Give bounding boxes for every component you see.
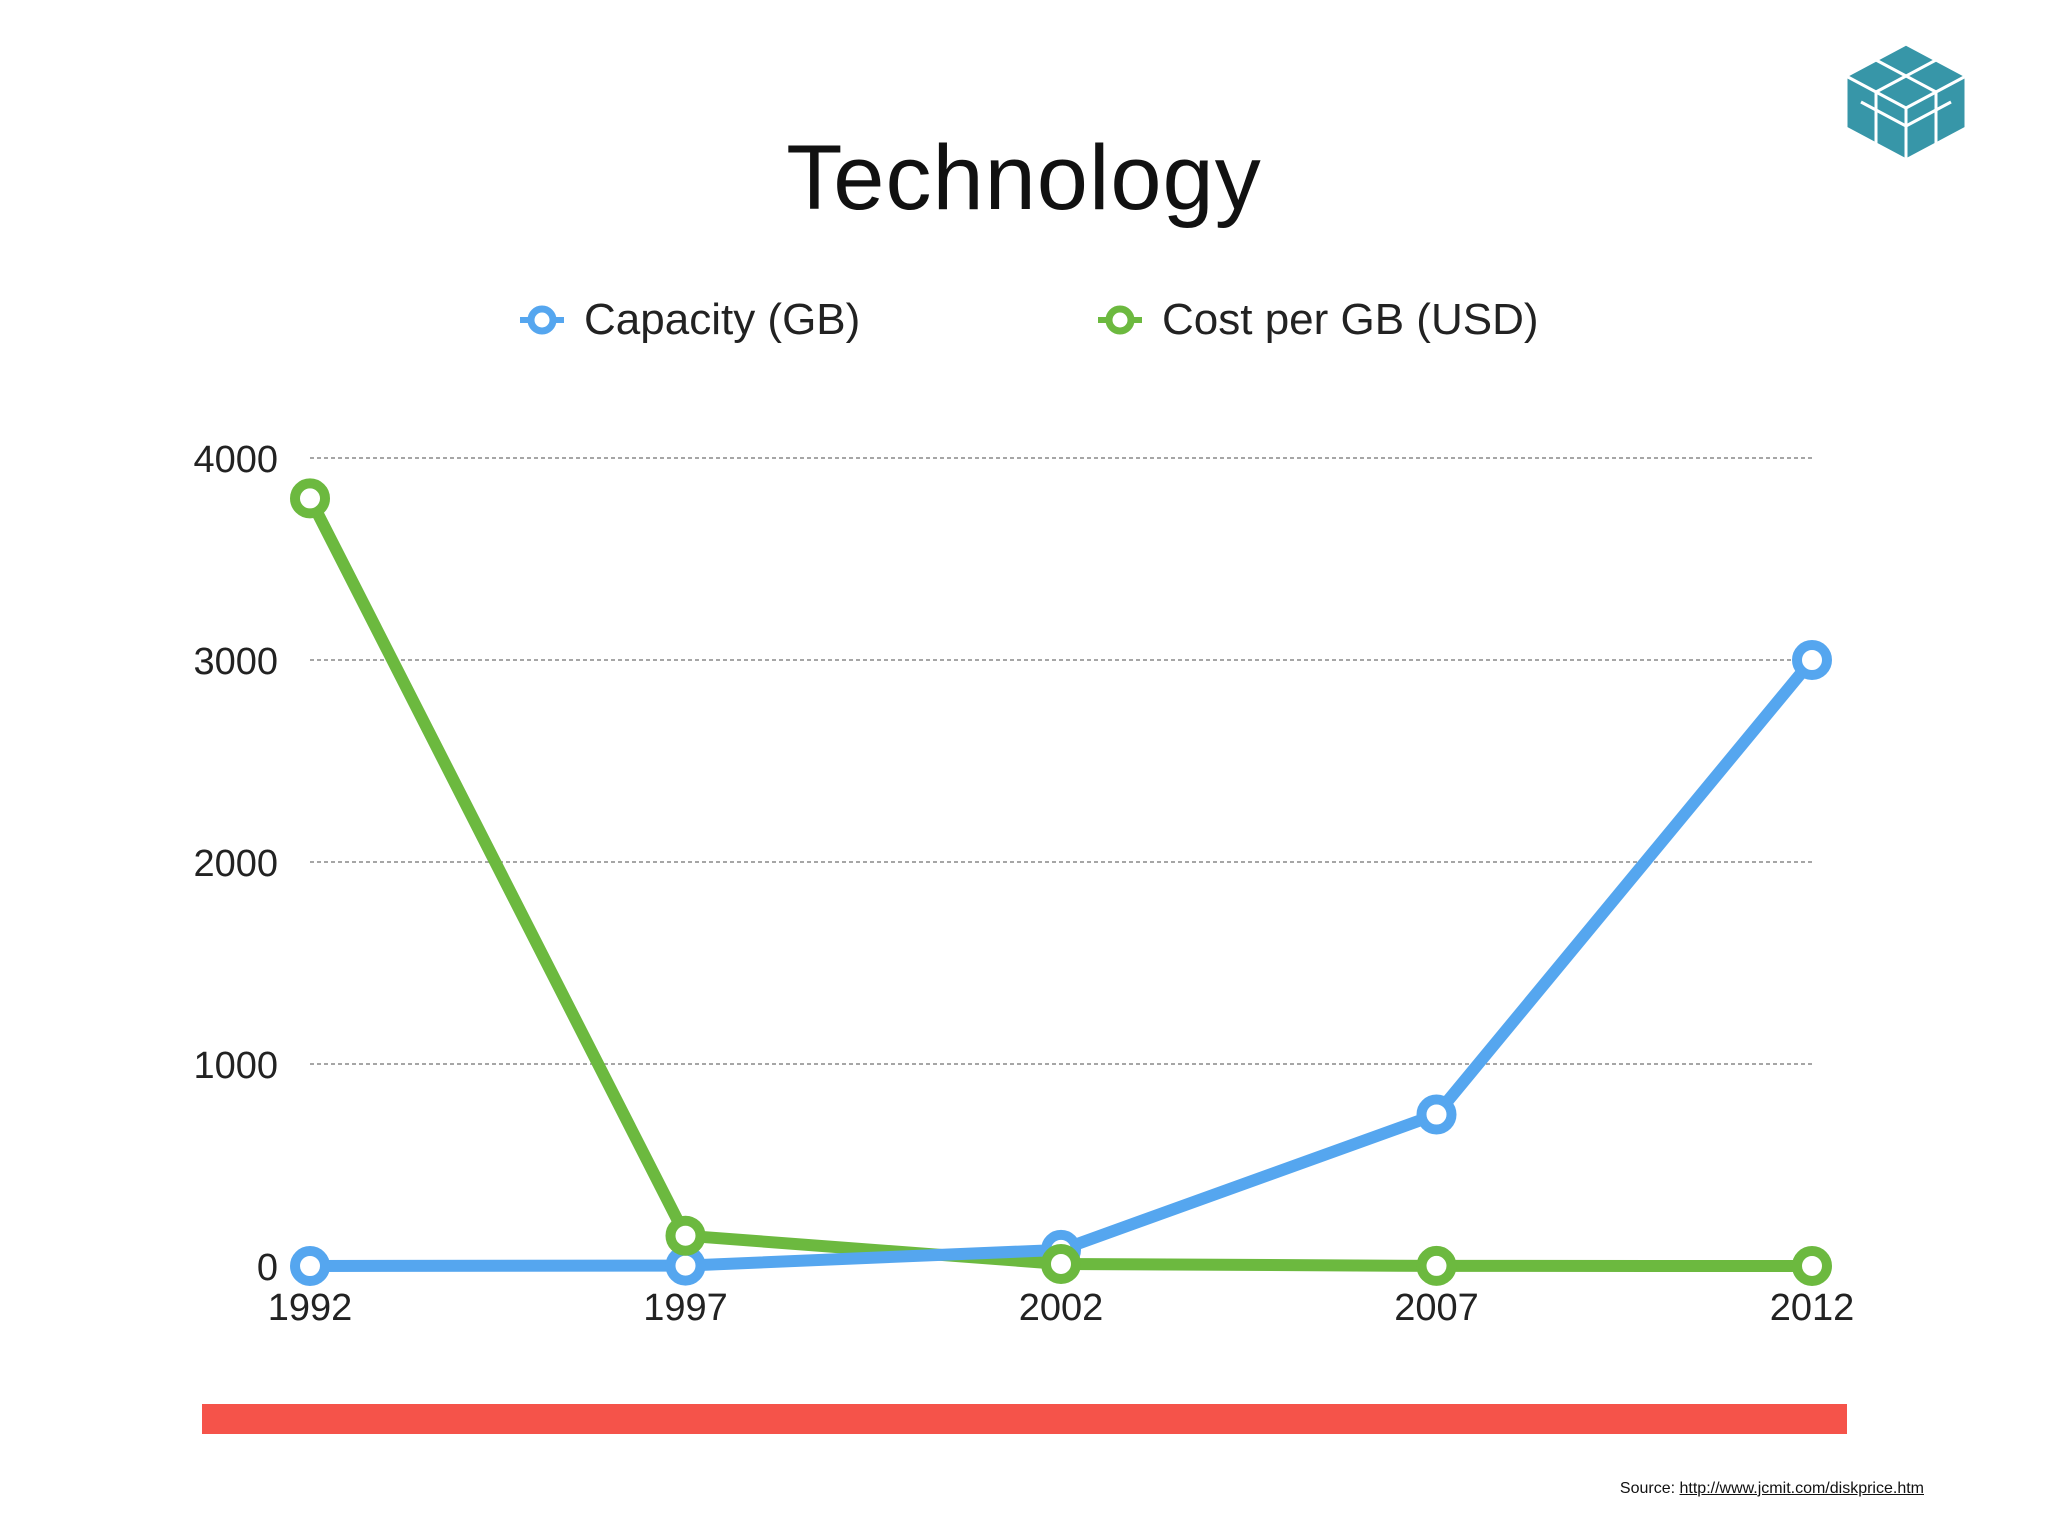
y-tick-label: 1000 [193,1045,278,1087]
x-tick-label: 2007 [1394,1287,1479,1329]
legend-label: Capacity (GB) [584,295,860,344]
y-tick-label: 0 [257,1247,278,1289]
data-point [1792,640,1832,680]
data-point [1416,1094,1457,1135]
legend-swatch-marker [1105,305,1135,335]
legend-label: Cost per GB (USD) [1162,295,1539,344]
x-tick-label: 1997 [643,1287,728,1329]
source-label: Source: [1619,1480,1676,1497]
series-line-1 [304,492,1818,1272]
legend-item: Capacity (GB) [520,295,860,344]
data-point [290,1246,330,1286]
slide-title: Technology [786,127,1262,229]
y-tick-label: 2000 [193,843,278,885]
grid-lines [310,457,1812,1065]
series-line-0 [304,654,1818,1272]
source-note: Source: http://www.jcmit.com/diskprice.h… [1620,1480,1924,1498]
x-axis-ticks: 1992 1997 2002 2007 2012 [268,1287,1855,1329]
data-point [665,1215,706,1256]
cube-logo-icon [1844,42,1968,162]
data-point [1041,1243,1081,1284]
x-tick-label: 2002 [1019,1287,1104,1329]
red-bar [202,1404,1847,1434]
data-point [1416,1245,1457,1286]
y-tick-label: 3000 [193,641,278,683]
series-lines [290,478,1832,1286]
y-tick-label: 4000 [193,439,278,481]
data-point [290,478,330,519]
legend: Capacity (GB) Cost per GB (USD) [520,295,1539,344]
legend-swatch-marker [527,305,557,335]
source-link[interactable]: http://www.jcmit.com/diskprice.htm [1679,1480,1925,1497]
y-axis-ticks: 0 1000 2000 3000 4000 [193,439,278,1289]
x-tick-label: 1992 [268,1287,353,1329]
data-point [1792,1245,1832,1286]
legend-item: Cost per GB (USD) [1098,295,1539,344]
x-tick-label: 2012 [1770,1287,1855,1329]
